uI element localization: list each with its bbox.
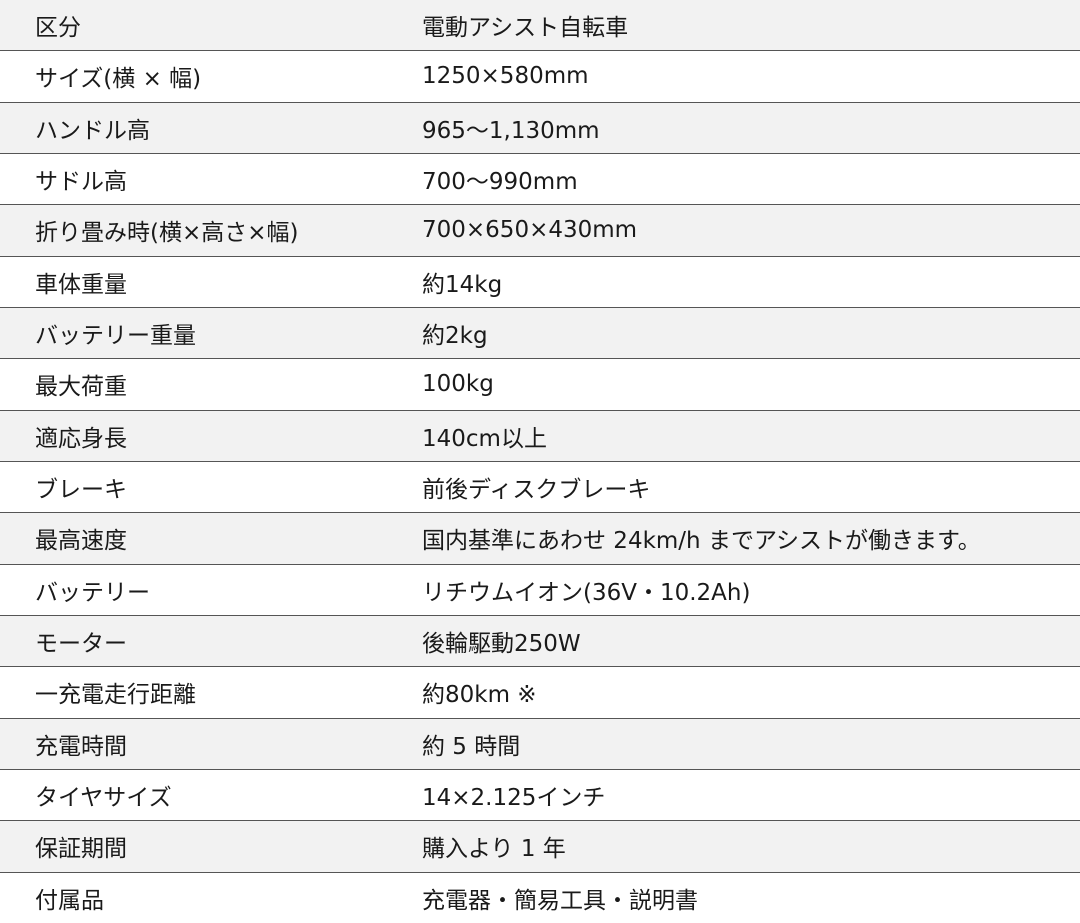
label-cell: モーター — [35, 631, 127, 658]
value-cell: 電動アシスト自転車 — [422, 15, 629, 42]
table-row: 一充電走行距離 約80km ※ — [0, 667, 1080, 719]
table-row: 最高速度 国内基準にあわせ 24km/h までアシストが働きます。 — [0, 513, 1080, 565]
value-cell: 1250×580mm — [422, 63, 589, 90]
value-cell: 約14kg — [422, 271, 503, 298]
value-cell: 100kg — [422, 371, 494, 398]
table-row: バッテリー重量 約2kg — [0, 307, 1080, 360]
label-cell: タイヤサイズ — [35, 785, 172, 812]
value-cell: 約80km ※ — [422, 682, 537, 709]
label-cell: 最大荷重 — [35, 374, 127, 401]
table-row: ブレーキ 前後ディスクブレーキ — [0, 462, 1080, 514]
table-row: 折り畳み時(横×高さ×幅) 700×650×430mm — [0, 205, 1080, 257]
value-cell: 700×650×430mm — [422, 217, 638, 244]
table-row: 適応身長 140cm以上 — [0, 410, 1080, 462]
value-cell: 140cm以上 — [422, 425, 547, 452]
table-row: バッテリー リチウムイオン(36V・10.2Ah) — [0, 565, 1080, 616]
value-cell: リチウムイオン(36V・10.2Ah) — [422, 579, 751, 606]
table-row: サイズ(横 × 幅) 1250×580mm — [0, 51, 1080, 103]
value-cell: 充電器・簡易工具・説明書 — [422, 887, 698, 914]
table-row: サドル高 700〜990mm — [0, 154, 1080, 206]
value-cell: 14×2.125インチ — [422, 785, 606, 812]
table-row: 保証期間 購入より 1 年 — [0, 821, 1080, 873]
label-cell: 一充電走行距離 — [35, 682, 196, 709]
table-row: 付属品 充電器・簡易工具・説明書 — [0, 873, 1080, 923]
label-cell: 充電時間 — [35, 733, 127, 760]
label-cell: ブレーキ — [35, 477, 127, 504]
value-cell: 購入より 1 年 — [422, 836, 566, 863]
table-row: ハンドル高 965〜1,130mm — [0, 102, 1080, 154]
value-cell: 前後ディスクブレーキ — [422, 477, 651, 504]
value-cell: 約2kg — [422, 323, 488, 350]
label-cell: バッテリー重量 — [35, 323, 196, 350]
value-cell: 700〜990mm — [422, 169, 578, 196]
table-row: タイヤサイズ 14×2.125インチ — [0, 770, 1080, 822]
label-cell: 保証期間 — [35, 836, 127, 863]
label-cell: サイズ(横 × 幅) — [35, 66, 202, 93]
label-cell: 車体重量 — [35, 271, 127, 298]
value-cell: 国内基準にあわせ 24km/h までアシストが働きます。 — [422, 528, 981, 555]
label-cell: ハンドル高 — [35, 117, 150, 144]
label-cell: 最高速度 — [35, 528, 127, 555]
table-row: 充電時間 約 5 時間 — [0, 718, 1080, 770]
table-row: 区分 電動アシスト自転車 — [0, 0, 1080, 52]
table-row: 最大荷重 100kg — [0, 359, 1080, 411]
label-cell: 付属品 — [35, 887, 104, 914]
label-cell: 区分 — [35, 15, 81, 42]
value-cell: 965〜1,130mm — [422, 117, 600, 144]
table-row: 車体重量 約14kg — [0, 257, 1080, 308]
label-cell: バッテリー — [35, 579, 150, 606]
value-cell: 約 5 時間 — [422, 733, 521, 760]
label-cell: 適応身長 — [35, 425, 127, 452]
label-cell: サドル高 — [35, 169, 127, 196]
value-cell: 後輪駆動250W — [422, 631, 581, 658]
label-cell: 折り畳み時(横×高さ×幅) — [35, 220, 299, 247]
table-row: モーター 後輪駆動250W — [0, 615, 1080, 668]
